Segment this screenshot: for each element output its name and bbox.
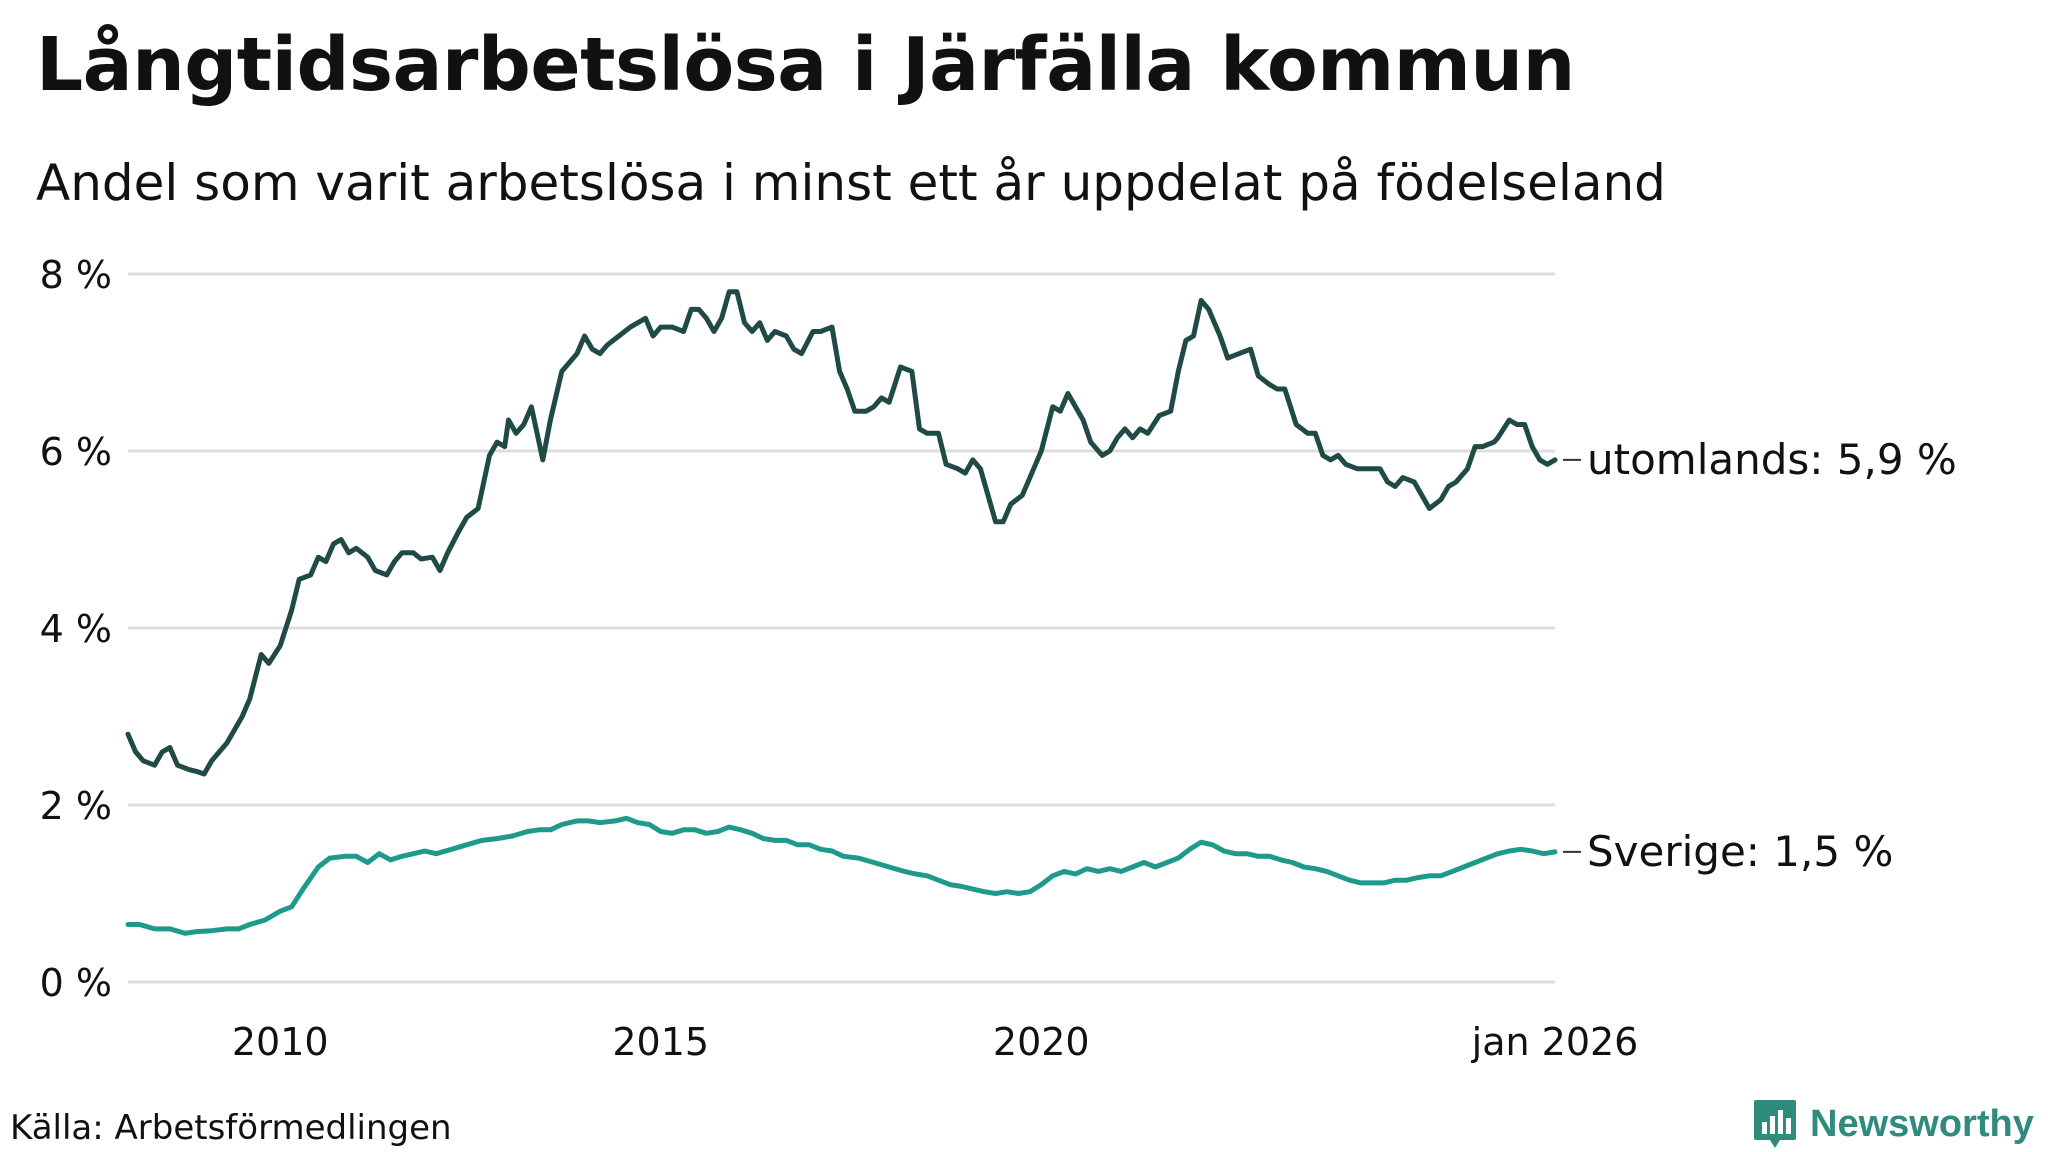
x-tick-label: jan 2026: [1471, 1020, 1639, 1064]
series-line-sverige: [125, 815, 1558, 936]
x-tick-label: 2015: [612, 1020, 709, 1064]
x-tick-label: 2020: [993, 1020, 1090, 1064]
brand-name: Newsworthy: [1810, 1102, 2034, 1145]
end-label-utomlands: utomlands: 5,9 %: [1587, 435, 1957, 484]
end-label-sverige: Sverige: 1,5 %: [1587, 827, 1893, 876]
y-tick-label: 8 %: [40, 253, 112, 297]
x-tick-label: 2010: [232, 1020, 329, 1064]
series-line-utomlands: [125, 289, 1558, 777]
chart-title: Långtidsarbetslösa i Järfälla kommun: [36, 22, 1575, 108]
source-note: Källa: Arbetsförmedlingen: [10, 1108, 452, 1148]
chart-subtitle: Andel som varit arbetslösa i minst ett å…: [36, 154, 1666, 212]
newsworthy-logo-icon: [1754, 1100, 1796, 1148]
y-tick-label: 6 %: [40, 430, 112, 474]
y-tick-label: 2 %: [40, 784, 112, 828]
y-tick-label: 0 %: [40, 961, 112, 1005]
line-chart: 0 % 2 % 4 % 6 % 8 % 2010 2015 2020 jan 2026 utoml…: [40, 253, 1957, 1064]
brand-logo: Newsworthy: [1752, 1098, 2034, 1150]
y-tick-label: 4 %: [40, 607, 112, 651]
